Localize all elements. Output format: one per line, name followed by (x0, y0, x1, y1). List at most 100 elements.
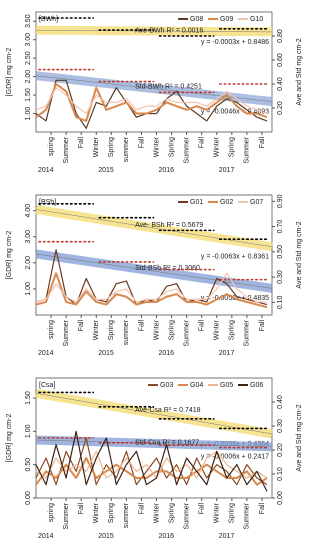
y2-tick-label: 0.90 (277, 194, 284, 208)
y-tick-label: 2.00 (25, 70, 32, 84)
year-label: 2017 (219, 350, 235, 357)
x-tick-label: Summer (244, 502, 251, 529)
x-tick-label: Winter (214, 319, 221, 340)
x-tick-label: Fall (78, 320, 85, 332)
legend-label: G10 (250, 16, 263, 23)
x-tick-label: Fall (199, 320, 206, 332)
series-line (35, 272, 267, 303)
y2-tick-label: 0.50 (277, 245, 284, 259)
series-line (35, 79, 268, 129)
x-tick-label: Fall (259, 137, 266, 149)
x-tick-label: Spring (108, 320, 115, 340)
legend-label: G01 (190, 199, 203, 206)
y2-axis-title: Ave and Std mg cm-2 (296, 404, 303, 471)
y2-tick-label: 0.20 (277, 101, 284, 115)
y-tick-label: 3.00 (25, 230, 32, 244)
y-tick-label: 3.00 (25, 33, 32, 47)
legend-label: G09 (220, 16, 233, 23)
y2-tick-label: 0.30 (277, 270, 284, 284)
y-tick-label: 1.00 (25, 107, 32, 121)
x-tick-label: Winter (214, 136, 221, 157)
x-tick-label: Spring (229, 503, 236, 523)
series-line (35, 457, 268, 486)
x-tick-label: Summer (244, 319, 251, 346)
x-tick-label: Winter (153, 502, 160, 523)
plot-frame (35, 377, 273, 499)
x-tick-label: Spring (229, 137, 236, 157)
y-tick-label: 1.50 (25, 391, 32, 405)
y-tick-label: 1.50 (25, 88, 32, 102)
panel-title: [Csa] (39, 382, 55, 389)
trend-line (35, 209, 273, 248)
legend-label: G07 (250, 199, 263, 206)
x-tick-label: Fall (78, 137, 85, 149)
year-label: 2014 (38, 350, 54, 357)
y-tick-label: 0.00 (25, 491, 32, 505)
trend-label: Ave-Csa R² = 0.7418 (135, 407, 201, 414)
panel-title: [BWh] (39, 16, 58, 23)
trend-line (35, 75, 273, 102)
y-tick-label: 2.00 (25, 256, 32, 270)
year-label: 2016 (159, 167, 175, 174)
plot-frame (35, 11, 273, 133)
legend-label: G03 (160, 382, 173, 389)
trend-equation: y = -0.0063x + 0.8361 (201, 254, 269, 261)
trend-label: Ave-BWh R² = 0.0016 (135, 28, 203, 35)
y-tick-label: 2.50 (25, 51, 32, 65)
x-tick-label: summer (123, 136, 130, 162)
trend-equation: y = -0.0003x + 0.8486 (201, 39, 269, 46)
x-tick-label: Spring (229, 320, 236, 340)
x-tick-label: spring (48, 320, 55, 339)
x-tick-label: Summer (63, 136, 70, 163)
y-axis-title: [GDR] mg cm-2 (6, 231, 13, 280)
trend-equation: y = -0.0046x + 0.4693 (201, 108, 269, 115)
figure: [BWh] [GDR] mg cm-2 Ave and Std mg cm-2 1.0… (6, 11, 303, 540)
series-line (35, 272, 268, 309)
x-tick-label: Fall (259, 320, 266, 332)
year-label: 2016 (159, 350, 175, 357)
y2-axis-title: Ave and Std mg cm-2 (296, 221, 303, 288)
x-tick-label: Winter (93, 136, 100, 157)
y-tick-label: 0.50 (25, 458, 32, 472)
y2-axis-title: Ave and Std mg cm-2 (296, 38, 303, 105)
year-label: 2015 (98, 533, 114, 540)
y2-tick-label: 0.40 (277, 395, 284, 409)
trend-label: Std-BSh R² = 0.3060 (135, 265, 200, 272)
x-tick-label: Summer (63, 319, 70, 346)
x-tick-label: spring (48, 503, 55, 522)
trend-label: Std-BWh R² = 0.4251 (135, 83, 202, 90)
x-tick-label: Spring (168, 503, 175, 523)
year-label: 2017 (219, 533, 235, 540)
legend-label: G02 (220, 199, 233, 206)
x-tick-label: Summer (183, 136, 190, 163)
series-line (35, 430, 268, 492)
y2-tick-label: 0.80 (277, 29, 284, 43)
year-label: 2015 (98, 350, 114, 357)
y-tick-label: 1.00 (25, 424, 32, 438)
y2-tick-label: 0.30 (277, 419, 284, 433)
legend-label: G08 (190, 16, 203, 23)
x-tick-label: Summer (183, 502, 190, 529)
x-tick-label: Fall (138, 320, 145, 332)
x-tick-label: Winter (153, 319, 160, 340)
trend-line (35, 439, 273, 448)
x-tick-label: Summer (63, 502, 70, 529)
x-tick-label: Winter (153, 136, 160, 157)
x-tick-label: Spring (168, 320, 175, 340)
y2-tick-label: 0.40 (277, 77, 284, 91)
series-line (35, 437, 268, 486)
x-tick-label: summer (123, 319, 130, 345)
legend-label: G05 (220, 382, 233, 389)
y-tick-label: 3.50 (25, 14, 32, 28)
y2-tick-label: 0.60 (277, 53, 284, 67)
x-tick-label: Winter (93, 319, 100, 340)
year-label: 2014 (38, 533, 54, 540)
x-tick-label: Fall (138, 137, 145, 149)
x-tick-label: spring (48, 137, 55, 156)
x-tick-label: Spring (168, 137, 175, 157)
x-tick-label: summer (123, 502, 130, 528)
x-tick-label: Fall (199, 503, 206, 515)
legend-label: G06 (250, 382, 263, 389)
y-axis-title: [GDR] mg cm-2 (6, 414, 13, 463)
y2-tick-label: 0.10 (277, 295, 284, 309)
